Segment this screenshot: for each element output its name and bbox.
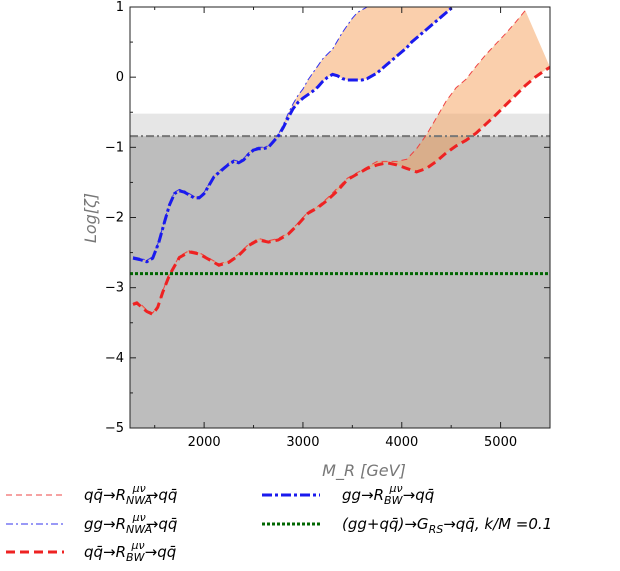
confidence-bands (133, 7, 550, 315)
series-layer (130, 7, 550, 317)
series-line-4 (132, 7, 456, 264)
y-axis-title: Log[ζ] (81, 193, 100, 243)
legend-entry: gg→RNWAμν→qq̄ (84, 511, 177, 536)
uncertainty-band-1 (133, 10, 550, 315)
series-line-3 (132, 66, 550, 317)
x-tick-label: 2000 (188, 435, 221, 450)
y-tick-label: −3 (105, 281, 124, 296)
shaded-region-excluded (130, 136, 550, 428)
x-axis-title: M_R [GeV] (322, 461, 406, 481)
x-tick-label: 3000 (286, 435, 319, 450)
x-tick-label: 5000 (484, 435, 517, 450)
x-tick-label: 4000 (385, 435, 418, 450)
legend-entry: gg→RBWμν→qq̄ (342, 482, 434, 507)
y-tick-label: −1 (105, 140, 124, 155)
axis-ticks: 2000 3000 4000 5000 −5 −4 −3 −2 −1 0 1 (105, 0, 551, 450)
uncertainty-band-2 (133, 7, 453, 262)
legend-entry: qq̄→RBWμν→qq̄ (84, 539, 176, 564)
legend: qq̄→RNWAμν→qq̄ gg→RNWAμν→qq̄ qq̄→RBWμν→qq̄… (6, 482, 552, 564)
legend-entry: qq̄→RNWAμν→qq̄ (84, 482, 177, 507)
y-tick-label: 1 (116, 0, 124, 15)
legend-entry: (gg+qq̄)→GRS→qq̄, k/M =0.1 (342, 515, 552, 536)
y-tick-label: 0 (116, 70, 124, 85)
y-tick-label: −4 (105, 351, 124, 366)
y-tick-label: −2 (105, 211, 124, 226)
y-tick-label: −5 (105, 421, 124, 436)
